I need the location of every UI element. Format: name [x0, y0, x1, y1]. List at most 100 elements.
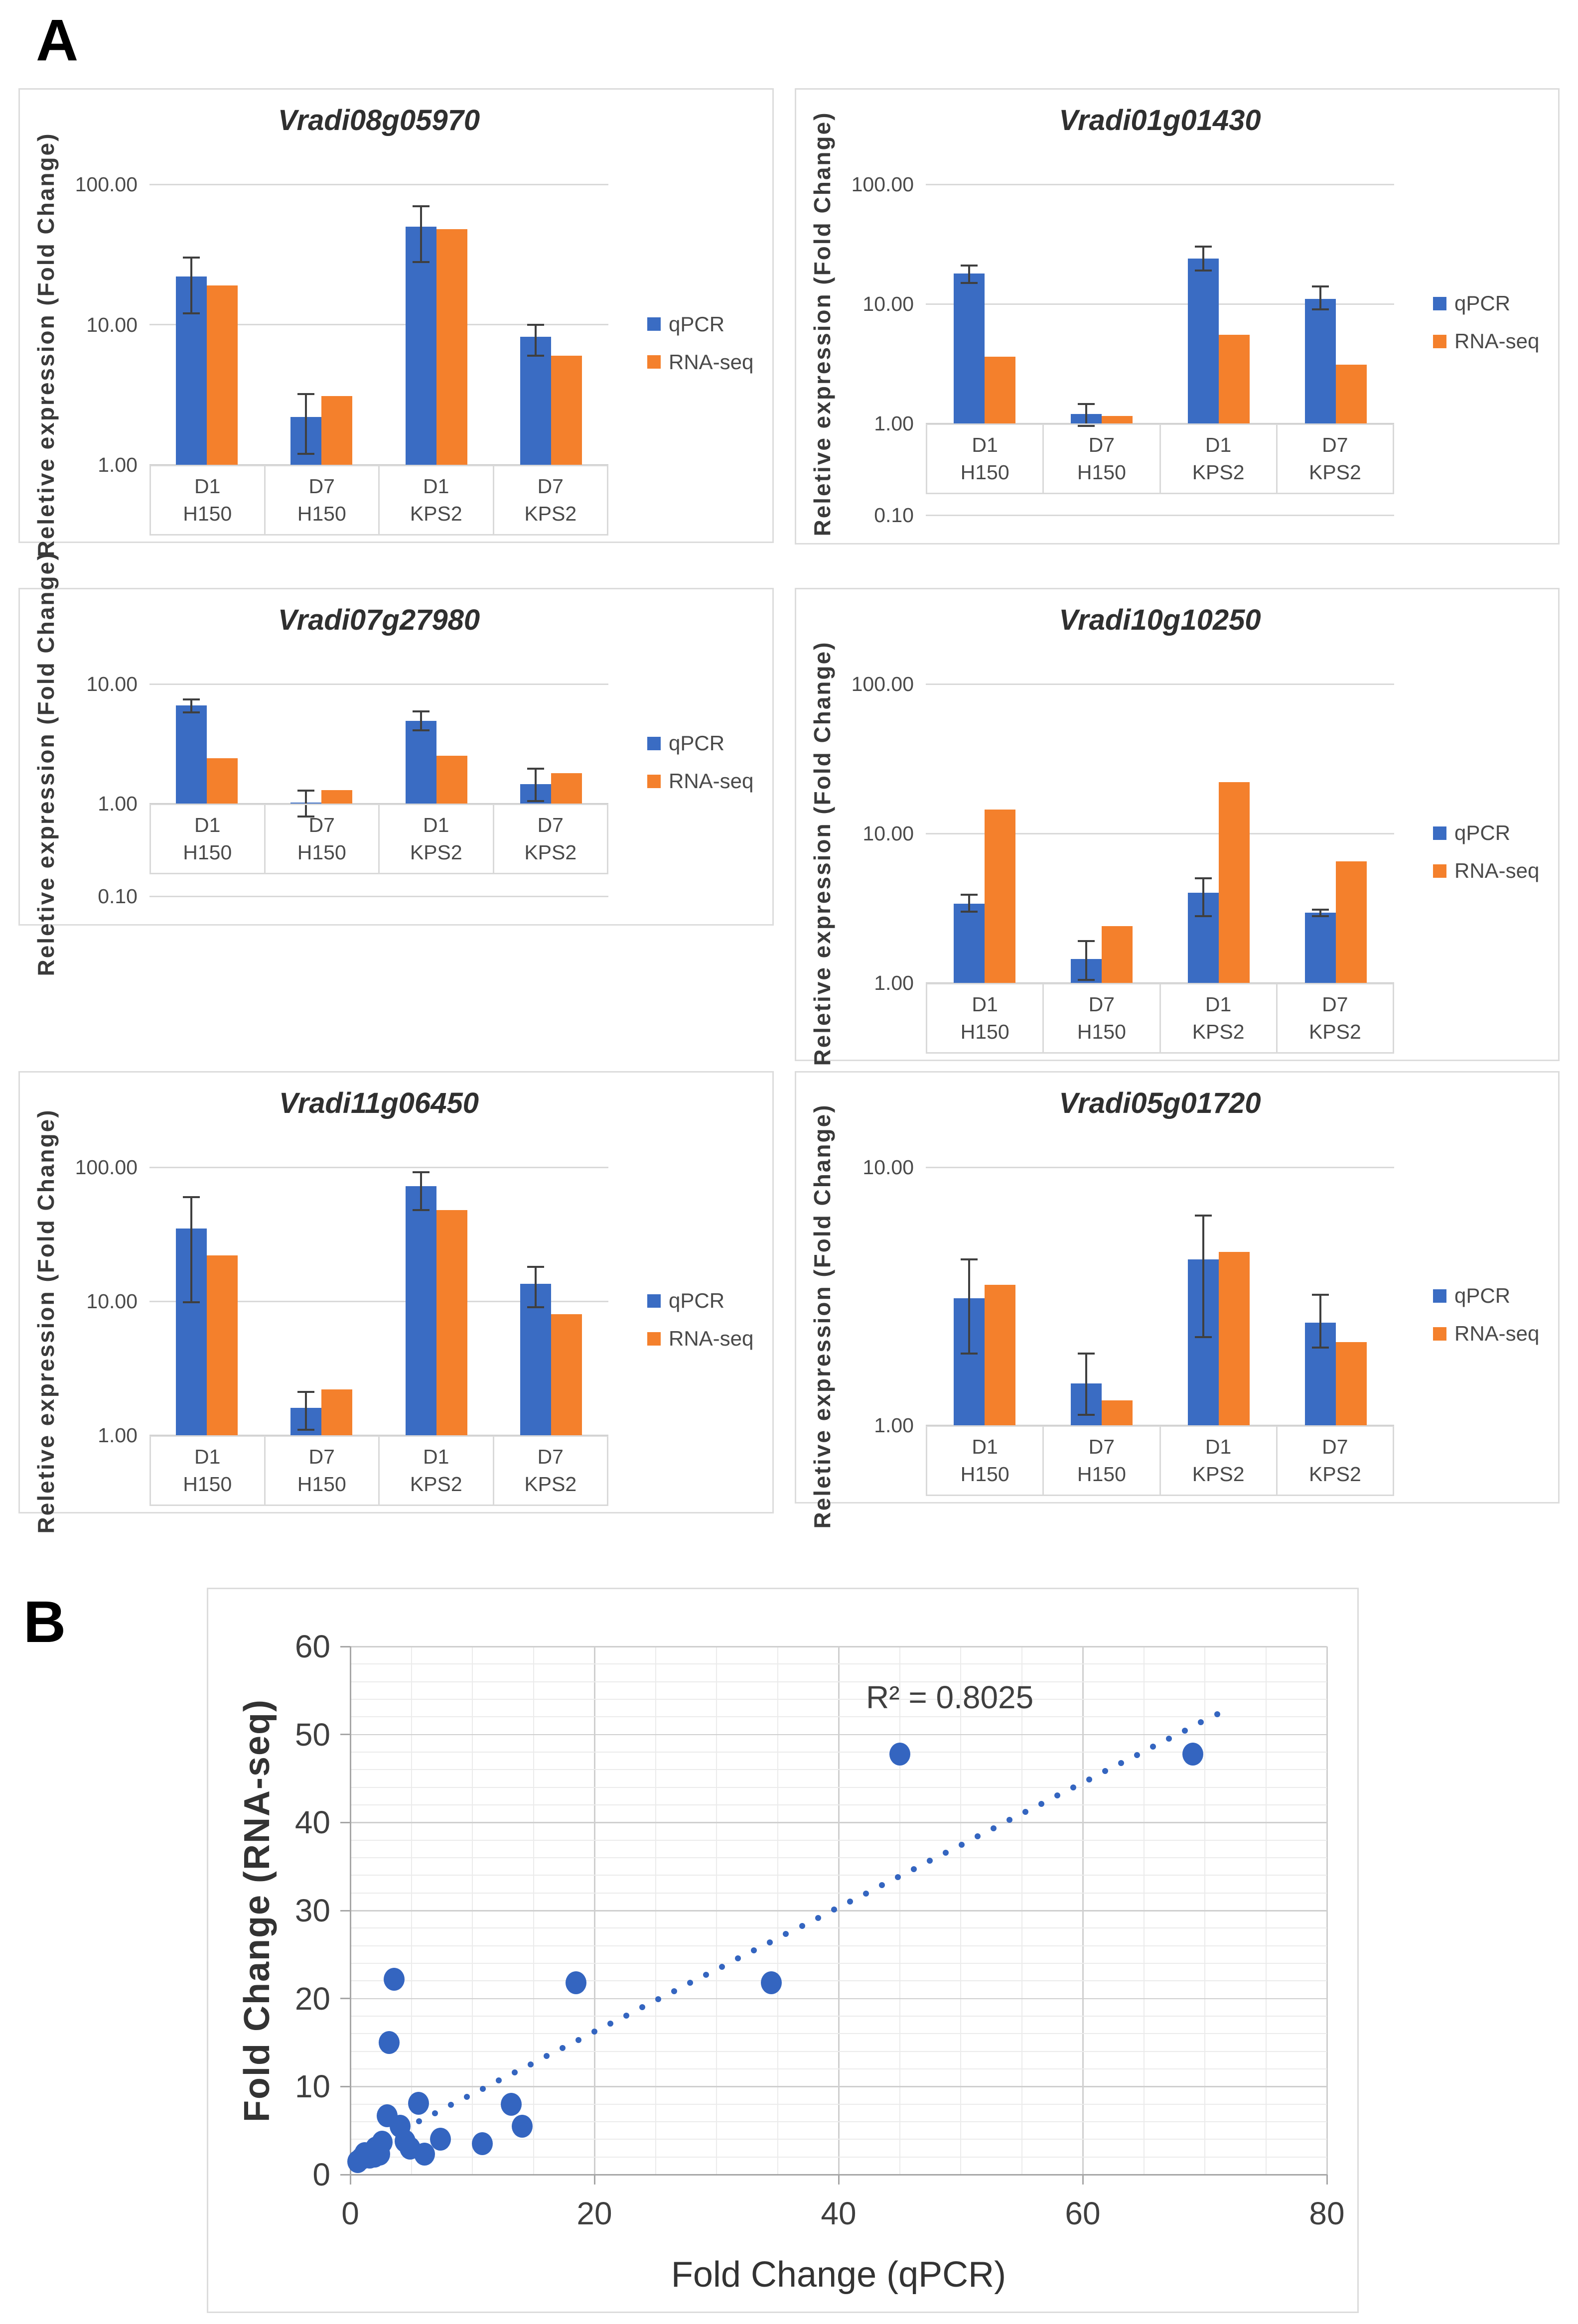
error-bar	[420, 1172, 422, 1210]
legend-item-rnaseq: RNA-seq	[647, 771, 753, 792]
legend-item-rnaseq: RNA-seq	[647, 1328, 753, 1349]
bar-rnaseq	[207, 285, 238, 465]
bar-rnaseq	[984, 809, 1015, 983]
error-bar-cap-bottom	[412, 729, 430, 731]
y-tick-label: 10	[294, 2068, 330, 2105]
trendline-dot	[799, 1922, 805, 1929]
gridline-minor	[350, 2068, 1327, 2069]
trendline-dot	[974, 1833, 981, 1840]
category-strain-label: KPS2	[1192, 1020, 1245, 1043]
trendline-dot	[431, 2110, 438, 2116]
category-cell: D7 KPS2	[1278, 1427, 1393, 1495]
trendline-dot	[671, 1988, 678, 1994]
bar-chart-Vradi08g05970: Vradi08g05970 Reletive expression (Fold C…	[18, 88, 774, 557]
bar-qpcr	[520, 336, 551, 465]
error-bar	[968, 1259, 970, 1354]
gridline-minor	[350, 1875, 1327, 1876]
y-tick-mark	[340, 1998, 350, 2000]
category-cell: D7 KPS2	[494, 805, 607, 873]
gridline-major	[350, 1910, 1327, 1912]
gridline-sub	[149, 895, 608, 897]
bar-rnaseq	[321, 1389, 353, 1435]
bar-chart-Vradi11g06450: Vradi11g06450 Reletive expression (Fold C…	[18, 1071, 774, 1534]
gridline-sub	[926, 514, 1394, 516]
error-bar-cap-bottom	[183, 312, 200, 315]
y-tick-label: 50	[294, 1716, 330, 1753]
y-axis-title: Reletive expression (Fold Change)	[33, 132, 59, 557]
scatter-point	[430, 2128, 451, 2151]
category-cell: D1 H150	[151, 805, 266, 873]
bar-qpcr	[953, 903, 985, 983]
x-tick-mark	[1082, 2175, 1084, 2185]
x-tick-label: 80	[1309, 2195, 1345, 2231]
category-day-label: D1	[423, 814, 449, 836]
bar-rnaseq	[321, 396, 353, 465]
category-strain-label: H150	[183, 1473, 232, 1496]
category-cell: D1 KPS2	[380, 466, 494, 534]
category-cell: D7 KPS2	[1278, 425, 1393, 493]
category-strain-label: H150	[1077, 1020, 1126, 1043]
category-cell: D1 KPS2	[1161, 425, 1278, 493]
bar-rnaseq	[551, 1314, 582, 1435]
error-bar-cap-bottom	[1194, 1336, 1212, 1338]
category-day-label: D1	[972, 1435, 998, 1458]
scatter-point	[512, 2114, 533, 2138]
legend-item-qpcr: qPCR	[647, 733, 753, 754]
trendline-dot	[1214, 1711, 1220, 1718]
bar-chart-Vradi10g10250: Vradi10g10250 Reletive expression (Fold C…	[795, 588, 1560, 1066]
trendline-dot	[847, 1898, 853, 1905]
y-tick-label: 0	[312, 2157, 330, 2192]
legend-label-rnaseq: RNA-seq	[1454, 859, 1540, 882]
category-cell: D1 KPS2	[380, 1437, 494, 1504]
error-bar	[1319, 1295, 1321, 1348]
trendline-dot	[527, 2061, 534, 2067]
y-tick-label: 10.00	[862, 1156, 914, 1179]
bar-qpcr	[176, 705, 207, 804]
y-tick-label: 100.00	[851, 673, 914, 695]
bar-qpcr	[520, 1283, 551, 1435]
trendline-dot	[1102, 1768, 1109, 1775]
y-axis-title: Reletive expression (Fold Change)	[809, 641, 835, 1066]
category-day-label: D1	[194, 814, 221, 836]
trendline-dot	[591, 2029, 597, 2035]
error-bar	[1085, 1353, 1087, 1415]
gridline-major	[350, 1646, 1327, 1647]
error-bar-cap-top	[1311, 1294, 1329, 1296]
category-cell: D1 H150	[927, 984, 1044, 1052]
bar-rnaseq	[1218, 782, 1250, 983]
r2-annotation: R² = 0.8025	[866, 1679, 1034, 1716]
scatter-point	[379, 2031, 400, 2054]
category-cell: D7 H150	[1044, 984, 1161, 1052]
gridline-minor	[350, 1663, 1327, 1665]
category-day-label: D7	[1322, 1435, 1348, 1458]
bar-rnaseq	[551, 355, 582, 465]
category-cell: D7 H150	[266, 805, 380, 873]
y-tick-label: 10.00	[86, 1290, 138, 1313]
category-cell: D7 H150	[266, 1437, 380, 1504]
error-bar-cap-bottom	[1194, 270, 1212, 272]
error-bar-cap-bottom	[527, 354, 544, 357]
y-tick-label: 60	[294, 1629, 330, 1664]
category-strain-label: H150	[960, 1463, 1009, 1486]
legend-swatch-qpcr	[1433, 1289, 1446, 1303]
chart-title: Vradi10g10250	[1059, 604, 1261, 636]
trendline-dot	[751, 1947, 757, 1953]
y-tick-mark	[340, 1645, 350, 1647]
chart-title: Vradi01g01430	[1059, 104, 1261, 137]
error-bar-cap-bottom	[183, 1301, 200, 1304]
legend-swatch-qpcr	[1433, 296, 1446, 310]
scatter-point	[371, 2130, 393, 2154]
chart-title: Vradi11g06450	[279, 1087, 479, 1119]
legend-label-rnaseq: RNA-seq	[669, 1327, 754, 1350]
trendline-dot	[1022, 1809, 1029, 1815]
category-strain-label: H150	[183, 502, 232, 525]
error-bar-cap-top	[183, 257, 200, 259]
error-bar-cap-top	[527, 323, 544, 326]
category-strain-label: KPS2	[1308, 461, 1361, 484]
trendline-dot	[607, 2021, 614, 2027]
category-cell: D7 KPS2	[494, 466, 607, 534]
gridline	[926, 683, 1394, 685]
legend-label-qpcr: qPCR	[1454, 821, 1511, 844]
gridline-minor	[350, 1769, 1327, 1771]
category-strain-label: H150	[297, 1473, 346, 1496]
